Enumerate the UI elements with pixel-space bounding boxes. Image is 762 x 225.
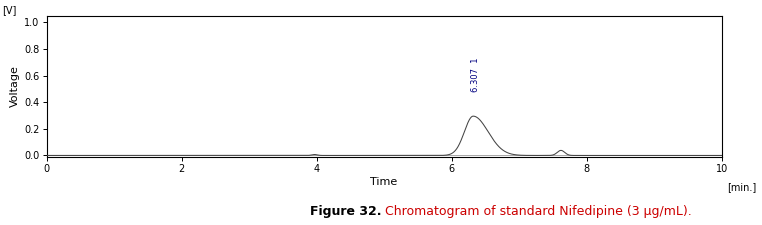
Text: Figure 32.: Figure 32. (309, 205, 381, 218)
Text: 6.307  1: 6.307 1 (472, 58, 480, 92)
Text: [V]: [V] (2, 6, 16, 16)
Y-axis label: Voltage: Voltage (10, 65, 20, 108)
Text: [min.]: [min.] (727, 182, 757, 192)
X-axis label: Time: Time (370, 177, 398, 187)
Text: Chromatogram of standard Nifedipine (3 μg/mL).: Chromatogram of standard Nifedipine (3 μ… (381, 205, 692, 218)
